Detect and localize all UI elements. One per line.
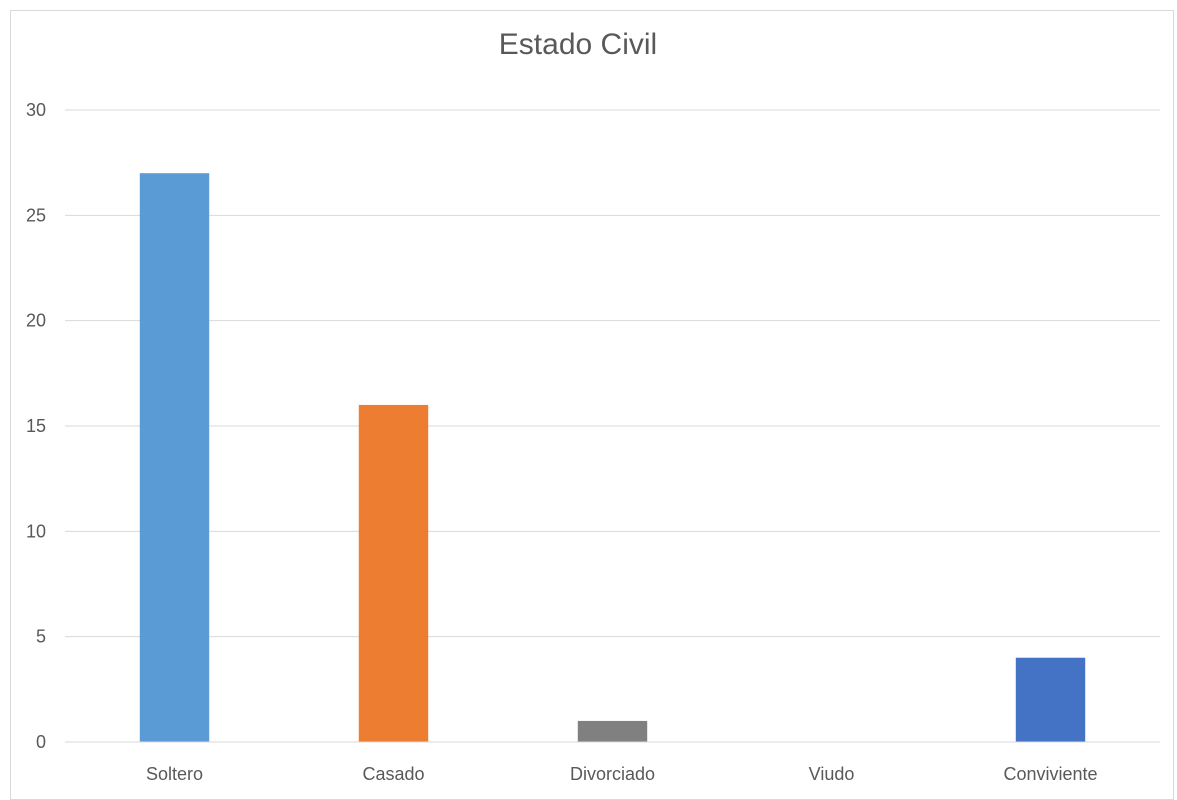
bar-divorciado <box>577 720 648 742</box>
chart-title: Estado Civil <box>499 28 657 61</box>
gridlines <box>65 109 1160 638</box>
y-tick-label: 25 <box>26 205 46 225</box>
bar-conviviente <box>1015 657 1086 742</box>
x-axis-ticks: Soltero Casado Divorciado Viudo Conviviente <box>146 764 1098 784</box>
bar-soltero <box>139 173 210 742</box>
x-tick-label: Conviviente <box>1003 764 1097 784</box>
y-tick-label: 20 <box>26 311 46 331</box>
x-tick-label: Soltero <box>146 764 203 784</box>
x-tick-label: Viudo <box>809 764 855 784</box>
y-tick-label: 0 <box>36 732 46 752</box>
x-tick-label: Divorciado <box>570 764 655 784</box>
y-axis-ticks: 0 5 10 15 20 25 30 <box>26 100 46 752</box>
x-tick-label: Casado <box>362 764 424 784</box>
y-tick-label: 10 <box>26 521 46 541</box>
y-tick-label: 30 <box>26 100 46 120</box>
y-tick-label: 5 <box>36 627 46 647</box>
y-tick-label: 15 <box>26 416 46 436</box>
bars <box>139 173 1086 742</box>
bar-casado <box>358 404 429 742</box>
